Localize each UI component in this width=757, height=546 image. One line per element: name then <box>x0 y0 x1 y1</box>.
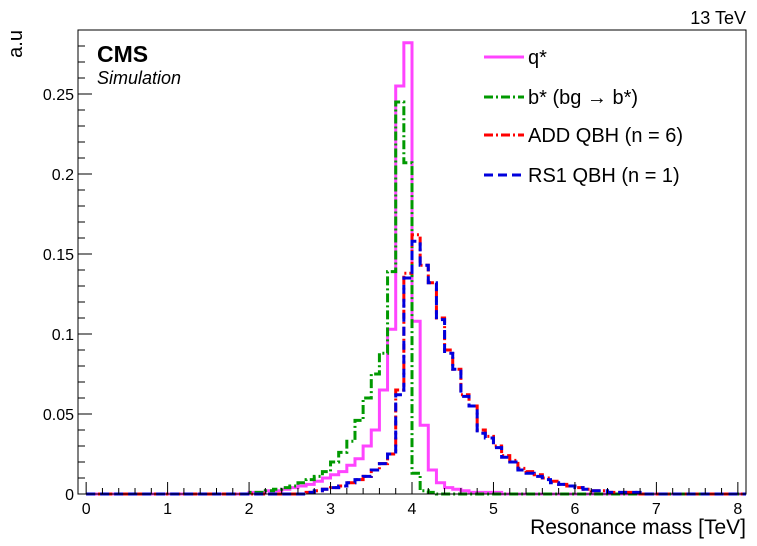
x-axis-label: Resonance mass [TeV] <box>530 516 746 539</box>
legend-entry-add-qbh: ADD QBH (n = 6) <box>484 125 683 147</box>
x-tick-label: 3 <box>326 501 335 518</box>
x-tick-label: 5 <box>489 501 498 518</box>
y-tick-label: 0.05 <box>43 407 74 424</box>
legend-label-add-qbh: ADD QBH (n = 6) <box>528 125 683 147</box>
experiment-sublabel: Simulation <box>97 68 181 88</box>
legend-entry-b-star: b* (bg → b*) <box>484 87 638 109</box>
y-tick-label: 0.1 <box>52 327 74 344</box>
legend-entry-q-star: q* <box>484 47 547 69</box>
x-tick-label: 4 <box>408 501 417 518</box>
y-tick-label: 0.15 <box>43 247 74 264</box>
legend-label-rs1-qbh: RS1 QBH (n = 1) <box>528 165 680 187</box>
x-tick-label: 8 <box>733 501 742 518</box>
y-axis-label: a.u <box>5 30 27 58</box>
y-tick-label: 0 <box>65 487 74 504</box>
legend-label-q-star: q* <box>528 47 547 69</box>
x-tick-label: 1 <box>163 501 172 518</box>
x-tick-label: 7 <box>652 501 661 518</box>
experiment-label: CMS <box>97 41 148 67</box>
legend-entry-rs1-qbh: RS1 QBH (n = 1) <box>484 165 680 187</box>
axes-layer: 0 1 2 3 4 5 6 7 8 0 0.05 0.1 0.15 0.2 0.25 <box>43 45 742 518</box>
x-tick-label: 0 <box>82 501 91 518</box>
plot-frame <box>77 29 747 495</box>
legend-label-b-star: b* (bg → b*) <box>528 87 638 109</box>
y-tick-label: 0.2 <box>52 167 74 184</box>
x-tick-label: 6 <box>570 501 579 518</box>
y-tick-label: 0.25 <box>43 87 74 104</box>
x-tick-label: 2 <box>245 501 254 518</box>
legend: q* b* (bg → b*) ADD QBH (n = 6) RS1 QBH … <box>484 47 683 187</box>
energy-label: 13 TeV <box>690 8 746 28</box>
